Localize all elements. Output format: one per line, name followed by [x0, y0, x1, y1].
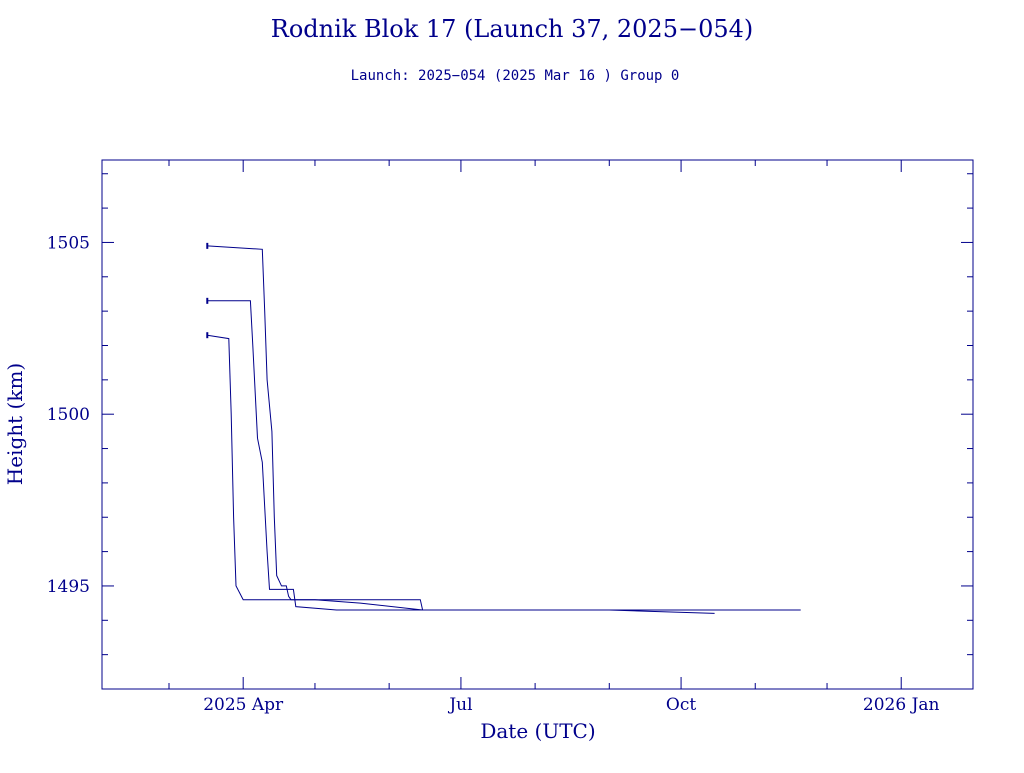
series-line-2: [207, 300, 715, 614]
y-axis-label: Height (km): [3, 363, 27, 485]
chart-subtitle: Launch: 2025−054 (2025 Mar 16 ) Group 0: [351, 68, 680, 84]
y-tick-label: 1505: [47, 233, 90, 253]
y-tick-label: 1495: [47, 577, 90, 597]
y-tick-labels: 1495 1500 1505: [47, 233, 90, 597]
series-lines: [206, 242, 801, 614]
chart-title: Rodnik Blok 17 (Launch 37, 2025−054): [271, 15, 754, 43]
x-tick-label: 2026 Jan: [863, 695, 940, 715]
y-tick-label: 1500: [47, 405, 90, 425]
x-axis-label: Date (UTC): [480, 719, 595, 743]
x-tick-label: Oct: [666, 695, 696, 715]
plot-frame: [101, 159, 974, 690]
x-tick-label: 2025 Apr: [203, 695, 284, 715]
series-line-1: [207, 334, 801, 611]
tick-marks: [101, 160, 973, 690]
series-line-3: [207, 245, 424, 611]
x-tick-labels: 2025 Apr Jul Oct 2026 Jan: [203, 695, 939, 715]
x-tick-label: Jul: [447, 695, 472, 715]
